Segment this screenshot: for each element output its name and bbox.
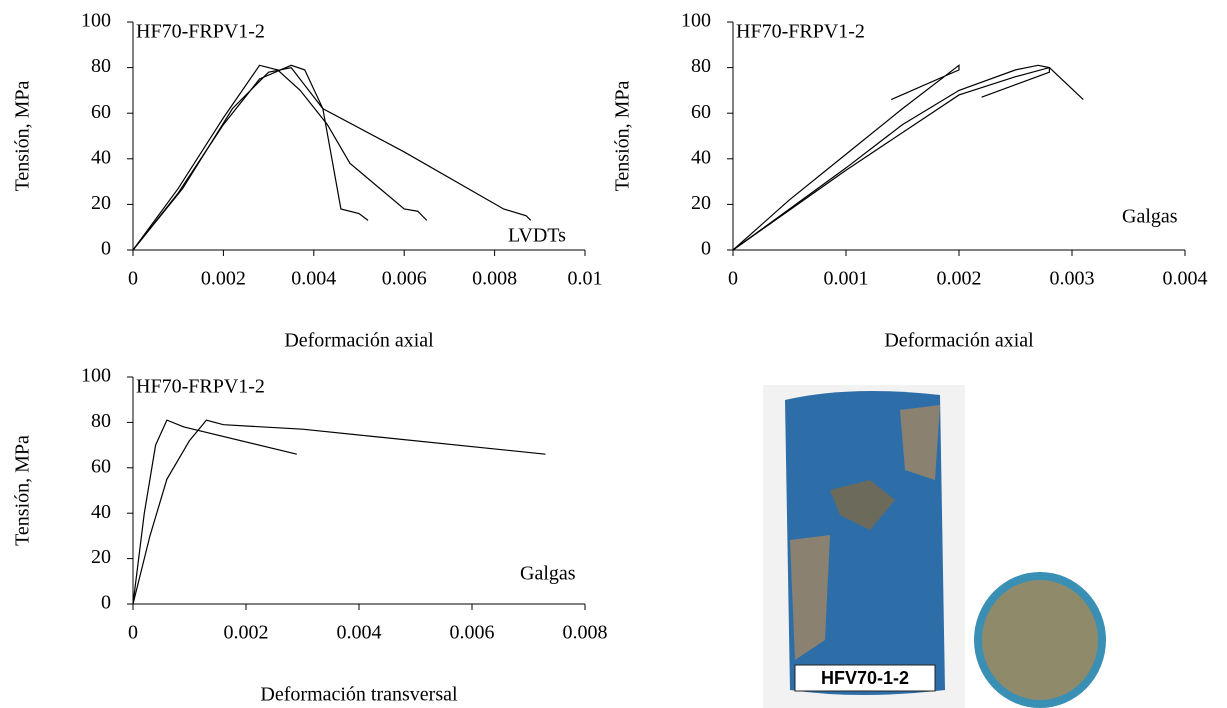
- y-tick-label: 80: [91, 410, 111, 432]
- data-line: [732, 64, 960, 251]
- y-tick-label: 60: [91, 455, 111, 477]
- data-line: [132, 419, 297, 605]
- x-tick-label: 0.006: [450, 622, 495, 644]
- x-tick-label: 0.002: [937, 268, 982, 290]
- photo-disc: [974, 572, 1106, 708]
- x-axis-label: Deformación transversal: [260, 684, 458, 706]
- disc-face: [982, 580, 1098, 700]
- annotation: HF70-FRPV1-2: [136, 376, 265, 398]
- spall: [900, 405, 940, 480]
- x-tick-label: 0.008: [563, 622, 608, 644]
- x-tick-label: 0.008: [472, 268, 517, 290]
- photo-tag: [794, 664, 936, 692]
- y-tick-label: 40: [91, 501, 111, 523]
- data-line: [732, 66, 1050, 251]
- data-line: [132, 64, 369, 251]
- x-tick-label: 0.001: [824, 268, 869, 290]
- y-tick-label: 100: [81, 365, 111, 387]
- x-tick-label: 0.004: [1163, 268, 1208, 290]
- y-tick-label: 20: [691, 192, 711, 214]
- y-tick-label: 20: [91, 546, 111, 568]
- x-tick-label: 0.004: [291, 268, 336, 290]
- y-tick-label: 100: [681, 10, 711, 32]
- y-tick-label: 0: [101, 592, 111, 614]
- x-axis-label: Deformación axial: [884, 330, 1034, 352]
- x-tick-label: 0.003: [1050, 268, 1095, 290]
- data-line: [132, 66, 532, 251]
- spall: [830, 480, 895, 530]
- y-axis-label: Tensión, MPa: [12, 80, 34, 191]
- x-axis-label: Deformación axial: [284, 330, 434, 352]
- y-tick-label: 0: [701, 238, 711, 260]
- x-tick-label: 0.006: [382, 268, 427, 290]
- x-tick-label: 0.004: [337, 622, 382, 644]
- y-tick-label: 20: [91, 192, 111, 214]
- x-tick-label: 0.01: [568, 268, 603, 290]
- y-tick-label: 80: [691, 55, 711, 77]
- y-tick-label: 60: [691, 101, 711, 123]
- y-axis-label: Tensión, MPa: [12, 435, 34, 546]
- x-tick-label: 0: [128, 268, 138, 290]
- x-tick-label: 0: [128, 622, 138, 644]
- y-tick-label: 80: [91, 55, 111, 77]
- spall: [790, 535, 830, 660]
- y-tick-label: 60: [91, 101, 111, 123]
- y-tick-label: 40: [91, 146, 111, 168]
- x-tick-label: 0.002: [201, 268, 246, 290]
- photo-cylinder: HFV70-1-2: [763, 385, 965, 708]
- annotation: HF70-FRPV1-2: [136, 21, 265, 43]
- y-axis-label: Tensión, MPa: [612, 80, 634, 191]
- y-tick-label: 40: [691, 146, 711, 168]
- data-line: [132, 419, 546, 605]
- y-tick-label: 0: [101, 238, 111, 260]
- y-tick-label: 100: [81, 10, 111, 32]
- annotation: HF70-FRPV1-2: [736, 21, 865, 43]
- photo-label: HFV70-1-2: [821, 668, 909, 688]
- annotation: Galgas: [1122, 206, 1178, 228]
- annotation: Galgas: [520, 563, 576, 585]
- x-tick-label: 0: [728, 268, 738, 290]
- x-tick-label: 0.002: [224, 622, 269, 644]
- data-line: [132, 64, 428, 251]
- data-line: [732, 64, 1084, 251]
- annotation: LVDTs: [508, 225, 566, 247]
